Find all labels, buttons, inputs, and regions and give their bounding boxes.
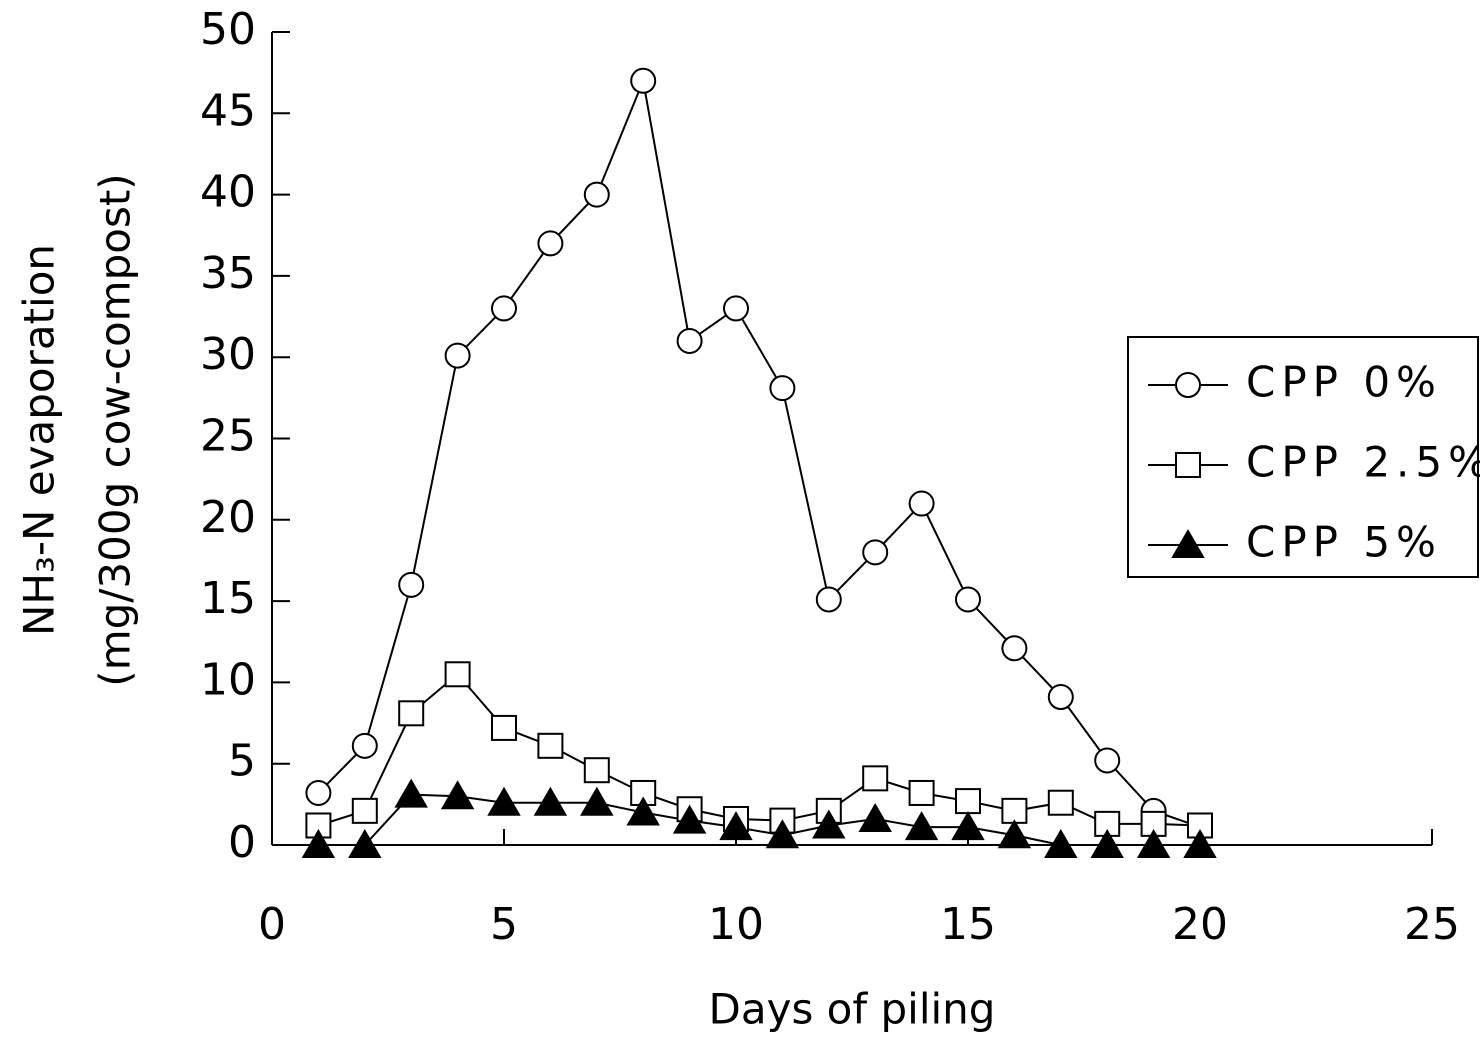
data-point <box>862 539 889 566</box>
data-point <box>1047 789 1074 816</box>
legend-marker <box>1175 452 1201 478</box>
legend-label: CPP 0% <box>1246 358 1442 407</box>
legend-marker <box>1175 372 1201 398</box>
x-tick-label: 25 <box>1404 899 1460 950</box>
y-tick-label: 50 <box>200 4 256 55</box>
data-point <box>723 295 749 322</box>
data-point <box>537 732 564 759</box>
data-point <box>951 811 985 841</box>
series-line <box>317 77 1201 829</box>
x-tick-label: 5 <box>490 899 518 950</box>
data-point <box>1001 635 1028 662</box>
y-tick-label: 45 <box>200 85 256 136</box>
data-point <box>719 811 753 841</box>
data-point <box>626 796 660 826</box>
x-tick-label: 10 <box>708 899 764 950</box>
y-tick-label: 5 <box>228 736 256 787</box>
data-point <box>862 765 889 792</box>
data-point <box>444 661 471 688</box>
data-point <box>1044 828 1078 858</box>
data-point <box>815 586 842 613</box>
y-tick-label: 0 <box>228 817 256 868</box>
data-point <box>908 490 935 517</box>
data-point <box>394 778 428 808</box>
data-point <box>630 67 657 94</box>
legend-label: CPP 2.5% <box>1246 438 1480 487</box>
data-point <box>672 804 707 834</box>
y-tick-label: 30 <box>200 329 256 380</box>
y-axis-label: NH₃-N evaporation <box>15 244 64 636</box>
data-point <box>955 788 981 815</box>
data-point <box>765 819 800 849</box>
data-point <box>1090 828 1124 858</box>
y-tick-label: 15 <box>200 573 256 624</box>
data-point <box>398 700 425 727</box>
data-point <box>491 295 517 322</box>
legend-label: CPP 5% <box>1246 518 1442 567</box>
data-point <box>583 757 610 784</box>
x-axis-label: Days of piling <box>709 985 996 1034</box>
x-tick-label: 15 <box>940 899 996 950</box>
data-point <box>1047 684 1074 711</box>
data-point <box>444 342 471 369</box>
y-tick-label: 40 <box>200 167 256 218</box>
data-point <box>812 809 846 839</box>
y-axis-label: (mg/300g cow-compost) <box>91 173 140 686</box>
data-point <box>904 811 939 841</box>
data-point <box>676 327 703 354</box>
data-point <box>769 375 796 402</box>
x-tick-label: 0 <box>258 899 286 950</box>
x-tick-label: 20 <box>1172 899 1228 950</box>
data-point <box>580 786 614 816</box>
data-point <box>908 779 935 806</box>
y-tick-label: 35 <box>200 248 256 299</box>
data-point <box>997 819 1032 849</box>
data-point <box>955 586 981 613</box>
data-point <box>351 732 378 759</box>
data-point <box>440 780 475 810</box>
data-point <box>491 714 517 741</box>
data-point <box>1094 747 1121 774</box>
y-tick-label: 25 <box>200 411 256 462</box>
data-point <box>348 828 382 858</box>
data-point <box>301 828 336 858</box>
y-tick-label: 20 <box>200 492 256 543</box>
data-point <box>858 802 892 832</box>
y-tick-label: 10 <box>200 654 256 705</box>
data-point <box>583 181 610 208</box>
data-point <box>398 571 425 598</box>
data-point <box>305 779 332 806</box>
legend-marker <box>1171 528 1205 558</box>
data-point <box>487 786 521 816</box>
data-point <box>1136 828 1171 858</box>
data-point <box>351 797 378 824</box>
data-point <box>537 230 564 257</box>
data-point <box>1183 828 1217 858</box>
data-point <box>533 786 568 816</box>
data-point <box>1001 797 1028 824</box>
